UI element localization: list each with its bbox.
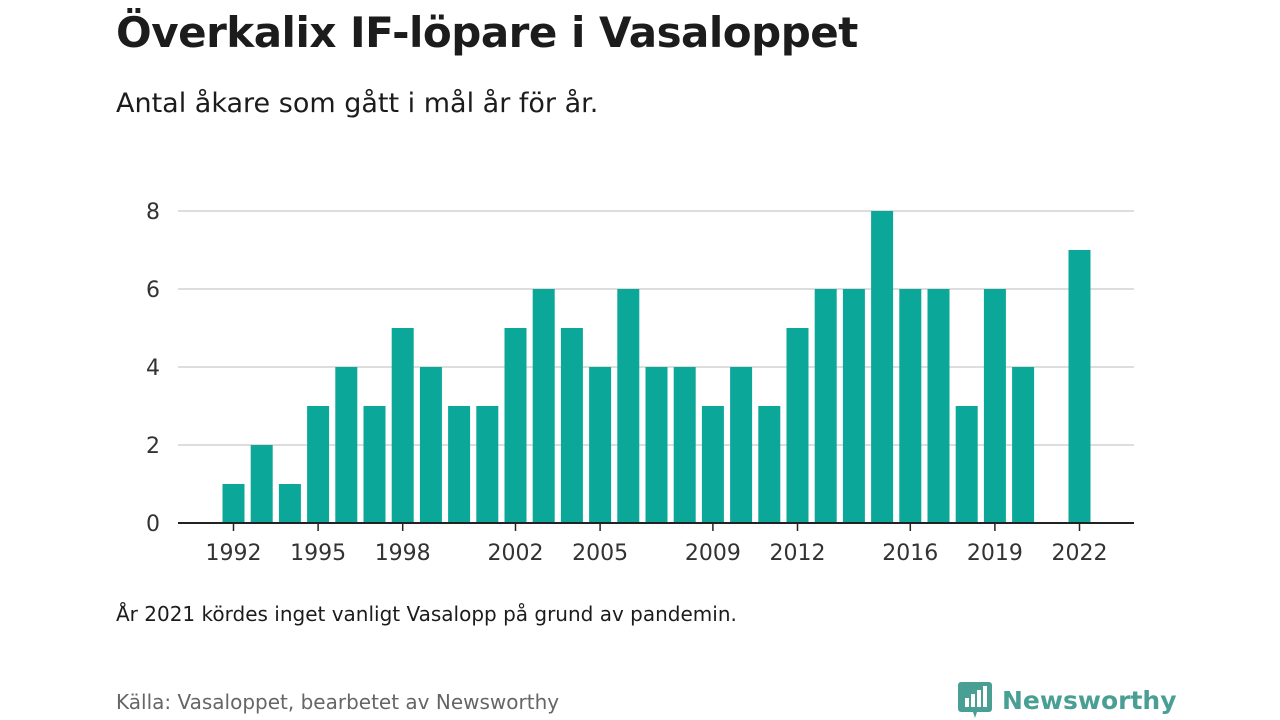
brand-name: Newsworthy bbox=[1002, 685, 1177, 715]
bar bbox=[419, 367, 442, 523]
chart-subtitle: Antal åkare som gått i mål år för år. bbox=[116, 88, 599, 119]
bar bbox=[1012, 367, 1035, 523]
chart-note: År 2021 kördes inget vanligt Vasalopp på… bbox=[116, 602, 737, 626]
brand-logo: Newsworthy bbox=[958, 680, 1177, 720]
bar bbox=[758, 406, 781, 523]
x-tick-label: 2022 bbox=[1052, 541, 1108, 566]
x-tick-label: 2002 bbox=[488, 541, 544, 566]
bar bbox=[786, 328, 809, 523]
bar bbox=[814, 289, 837, 523]
bar bbox=[927, 289, 950, 523]
x-tick-label: 1998 bbox=[375, 541, 431, 566]
y-tick-label: 8 bbox=[146, 200, 160, 225]
bar bbox=[335, 367, 358, 523]
bar bbox=[532, 289, 555, 523]
bar bbox=[617, 289, 640, 523]
x-tick-label: 2005 bbox=[572, 541, 628, 566]
y-tick-label: 4 bbox=[146, 356, 160, 381]
x-tick-label: 1995 bbox=[290, 541, 346, 566]
y-tick-label: 2 bbox=[146, 434, 160, 459]
bar bbox=[955, 406, 978, 523]
bar bbox=[589, 367, 612, 523]
bar bbox=[476, 406, 499, 523]
bar bbox=[842, 289, 865, 523]
x-tick-label: 2009 bbox=[685, 541, 741, 566]
bar bbox=[983, 289, 1006, 523]
bar bbox=[250, 445, 273, 523]
bar bbox=[560, 328, 583, 523]
bar bbox=[1068, 250, 1091, 523]
y-tick-label: 6 bbox=[146, 278, 160, 303]
x-tick-label: 2016 bbox=[882, 541, 938, 566]
x-tick-label: 1992 bbox=[206, 541, 262, 566]
chart-title: Överkalix IF-löpare i Vasaloppet bbox=[116, 8, 858, 57]
bar bbox=[730, 367, 753, 523]
bar bbox=[645, 367, 668, 523]
bar bbox=[899, 289, 922, 523]
bar bbox=[222, 484, 245, 523]
bar bbox=[307, 406, 330, 523]
bar bbox=[504, 328, 527, 523]
y-tick-label: 0 bbox=[146, 512, 160, 537]
x-tick-label: 2019 bbox=[967, 541, 1023, 566]
bar bbox=[448, 406, 471, 523]
bar bbox=[278, 484, 301, 523]
source-text: Källa: Vasaloppet, bearbetet av Newswort… bbox=[116, 690, 560, 714]
bar bbox=[363, 406, 386, 523]
bar bbox=[871, 211, 894, 523]
bar bbox=[391, 328, 414, 523]
x-tick-label: 2012 bbox=[770, 541, 826, 566]
bar bbox=[673, 367, 696, 523]
bar bbox=[701, 406, 724, 523]
newsworthy-logo-icon bbox=[958, 682, 992, 718]
